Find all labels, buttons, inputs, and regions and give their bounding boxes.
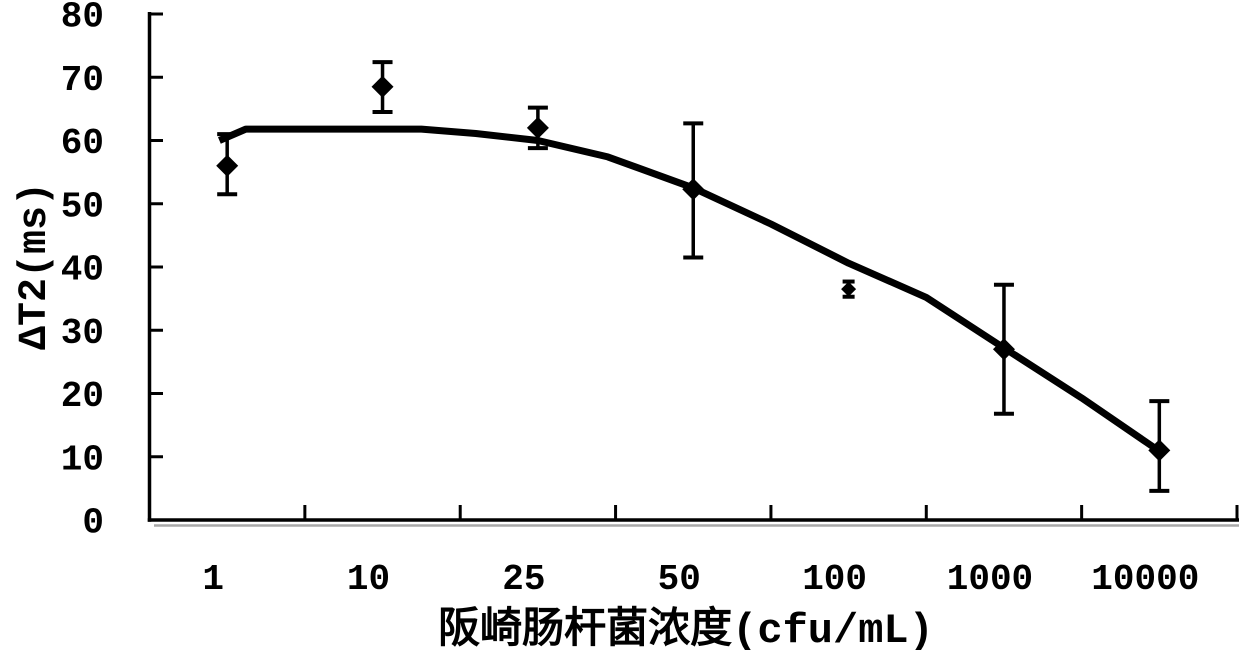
x-tick-label: 10 <box>347 559 390 600</box>
data-point-marker <box>216 154 239 177</box>
x-tick-label: 25 <box>502 559 545 600</box>
data-point-marker <box>682 178 705 201</box>
x-tick-label: 50 <box>658 559 701 600</box>
data-point-marker <box>992 338 1015 361</box>
plot-area: 0 10 20 30 40 50 60 70 80 1 10 25 50 100 1000 10000 <box>61 0 1239 600</box>
data-point-marker <box>1148 439 1171 462</box>
y-tick-label: 80 <box>61 0 104 38</box>
data-point-marker <box>526 116 549 139</box>
y-tick-label: 70 <box>61 60 104 101</box>
y-tick-label: 10 <box>61 439 104 480</box>
y-tick-label: 50 <box>61 186 104 227</box>
x-tick-label: 1000 <box>947 559 1033 600</box>
y-tick-label: 0 <box>82 503 104 544</box>
y-tick-label: 20 <box>61 376 104 417</box>
y-tick-label: 60 <box>61 123 104 164</box>
x-axis-title: 阪崎肠杆菌浓度(cfu/mL) <box>438 605 934 650</box>
y-tick-label: 30 <box>61 313 104 354</box>
trend-curve <box>218 125 1162 454</box>
x-tick-label: 10000 <box>1091 559 1199 600</box>
y-tick-label: 40 <box>61 250 104 291</box>
x-tick-label: 100 <box>802 559 867 600</box>
data-point-marker <box>371 75 394 98</box>
x-tick-label: 1 <box>202 559 224 600</box>
y-axis-title: ΔT2(ms) <box>13 182 58 350</box>
data-point-marker <box>841 281 857 297</box>
